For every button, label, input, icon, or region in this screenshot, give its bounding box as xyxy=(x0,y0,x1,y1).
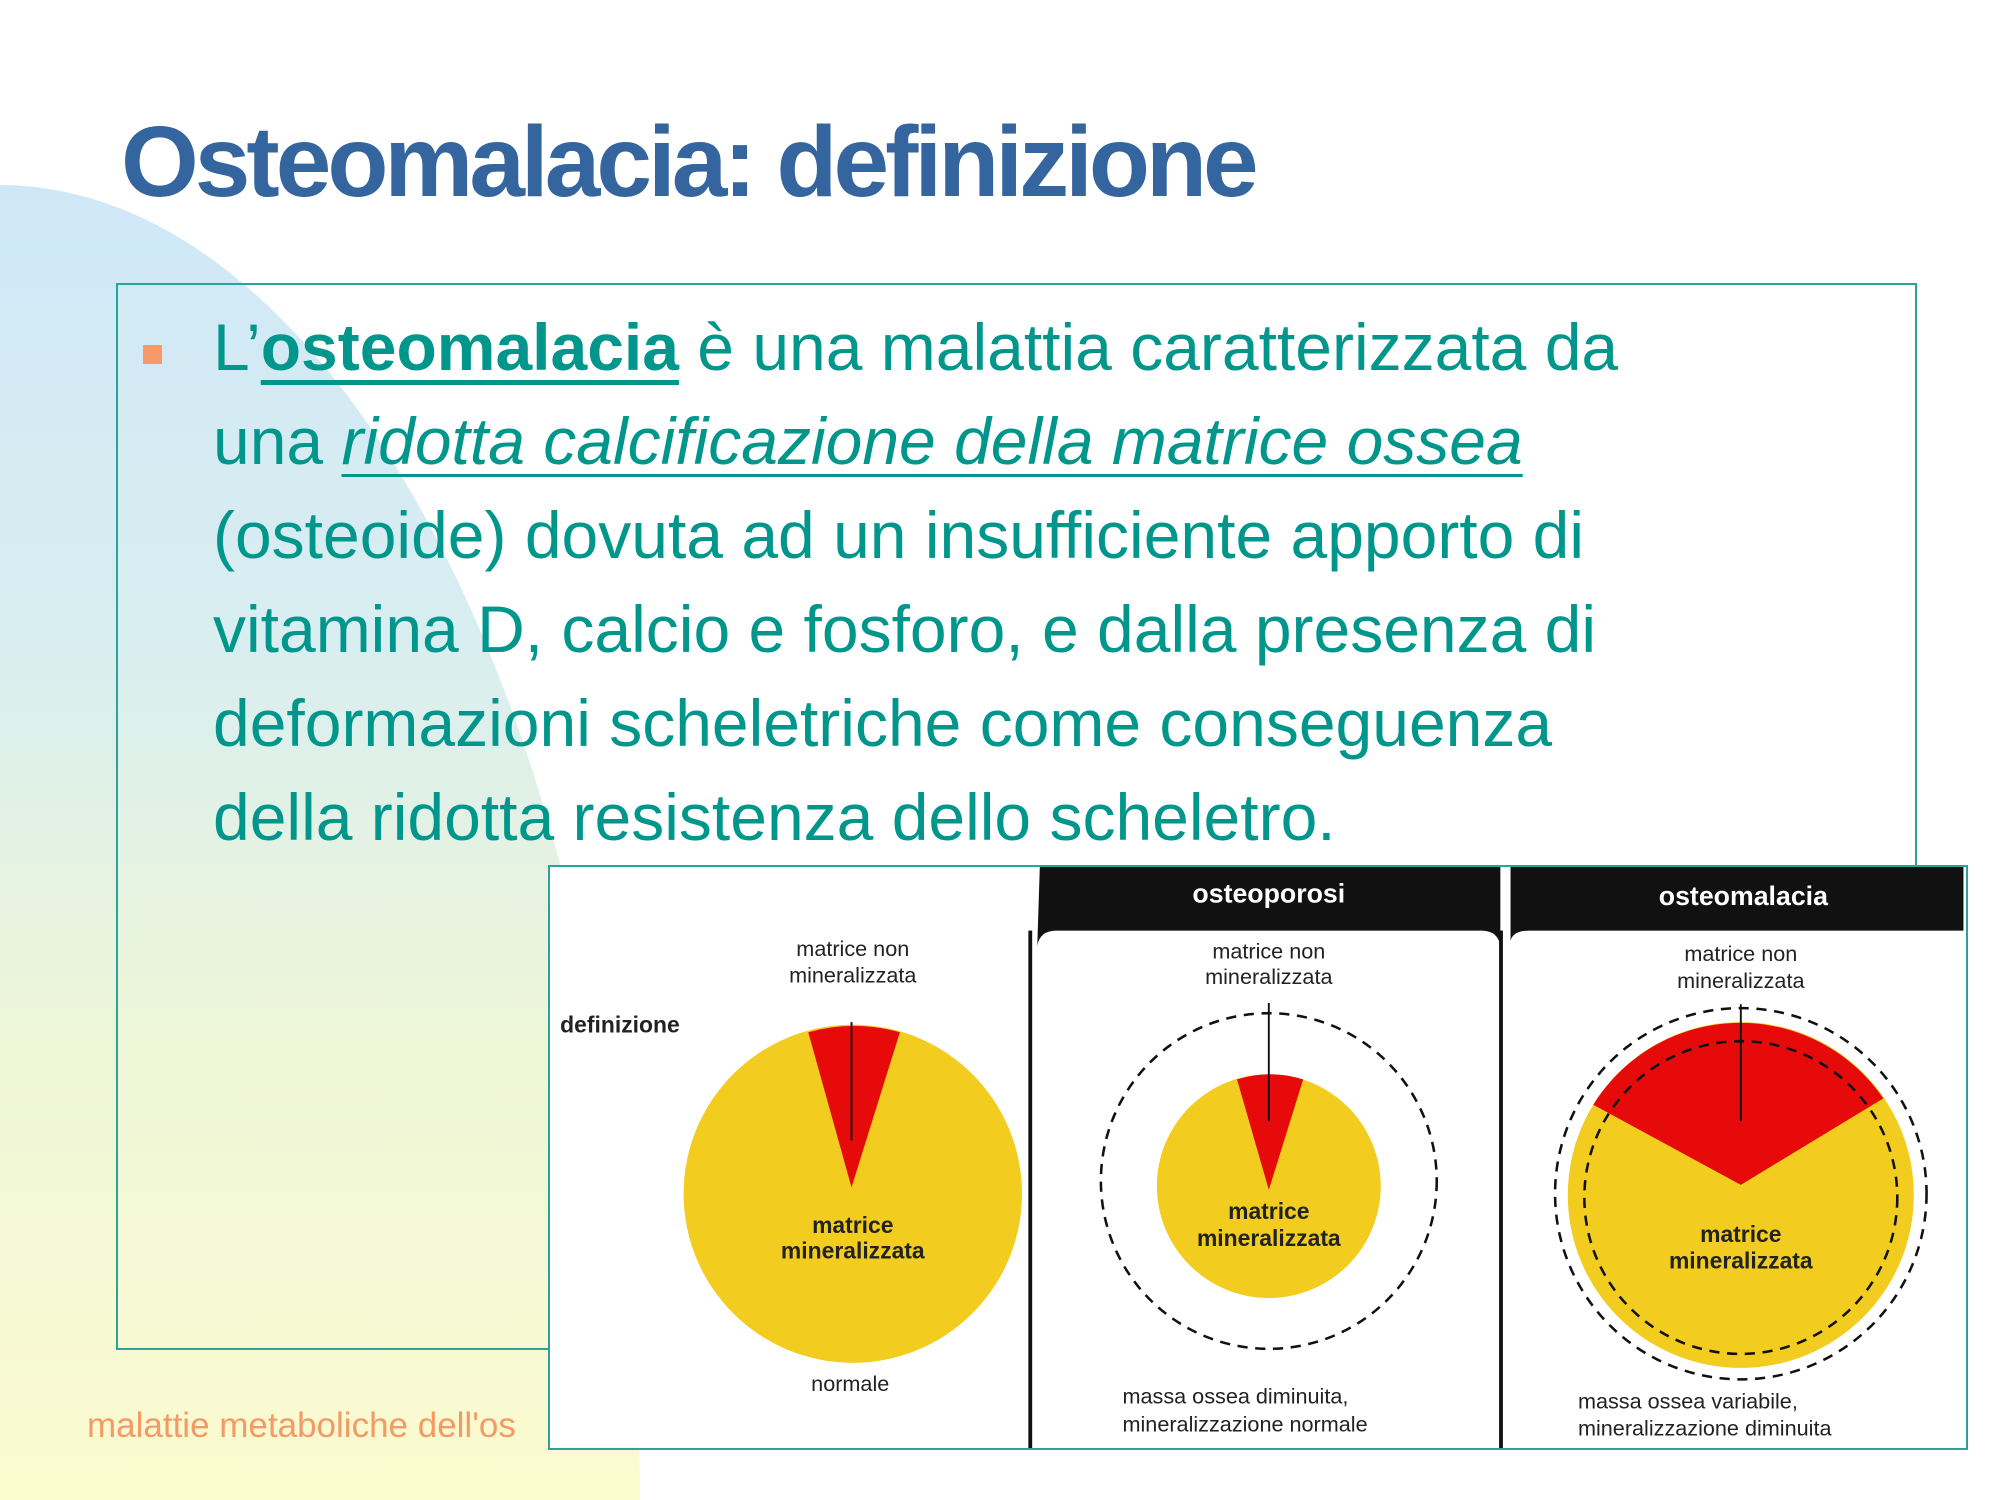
mineralized-matrix-disc xyxy=(683,1024,1022,1363)
caption: massa ossea diminuita, xyxy=(1123,1384,1349,1409)
top-label: mineralizzata xyxy=(1205,964,1333,989)
emphasis-phrase: ridotta calcificazione della matrice oss… xyxy=(341,404,1523,478)
text-run: è una malattia caratterizzata da xyxy=(678,310,1619,384)
caption: massa ossea variabile, xyxy=(1578,1389,1798,1414)
caption: normale xyxy=(811,1371,889,1396)
header-bar-osteomalacia xyxy=(1510,867,1964,941)
center-label: matrice xyxy=(812,1212,893,1238)
unmineralized-sector xyxy=(1593,1022,1884,1185)
top-label: mineralizzata xyxy=(789,963,917,988)
header-bar-osteoporosi xyxy=(1037,867,1501,946)
text-line: una ridotta calcificazione della matrice… xyxy=(213,394,1903,488)
text-line: L’osteomalacia è una malattia caratteriz… xyxy=(213,300,1903,394)
definition-text: L’osteomalacia è una malattia caratteriz… xyxy=(213,300,1903,864)
top-label: matrice non xyxy=(796,936,909,961)
row-label-definizione: definizione xyxy=(560,1011,680,1037)
keyword-osteomalacia: osteomalacia xyxy=(260,310,679,384)
panel-divider xyxy=(1028,930,1033,1448)
top-label: matrice non xyxy=(1212,939,1325,964)
center-label: matrice xyxy=(1700,1221,1781,1247)
figure-svg: osteoporosi osteomalacia definizione mat… xyxy=(560,867,1964,1448)
footer-text: malattie metaboliche dell'os xyxy=(87,1406,516,1445)
center-label: mineralizzata xyxy=(1197,1225,1341,1251)
panel-divider xyxy=(1499,930,1503,1448)
top-label: matrice non xyxy=(1684,941,1797,966)
text-line: vitamina D, calcio e fosforo, e dalla pr… xyxy=(213,592,1597,666)
header-osteoporosi: osteoporosi xyxy=(1192,879,1345,909)
center-label: matrice xyxy=(1228,1198,1309,1224)
text-line: (osteoide) dovuta ad un insufficiente ap… xyxy=(213,498,1585,572)
text-run: L’ xyxy=(213,310,261,384)
text-line: della ridotta resistenza dello scheletro… xyxy=(213,780,1336,854)
unmineralized-wedge xyxy=(808,1025,900,1188)
center-label: mineralizzata xyxy=(1669,1248,1813,1274)
caption: mineralizzazione diminuita xyxy=(1578,1415,1832,1440)
top-label: mineralizzata xyxy=(1677,968,1805,993)
center-label: mineralizzata xyxy=(781,1238,925,1264)
bullet-square-icon xyxy=(143,345,162,364)
comparison-figure: osteoporosi osteomalacia definizione mat… xyxy=(548,865,1968,1450)
slide-title: Osteomalacia: definizione xyxy=(121,106,1259,218)
text-run: una xyxy=(213,404,342,478)
text-line: deformazioni scheletriche come conseguen… xyxy=(213,686,1553,760)
unmineralized-wedge xyxy=(1237,1074,1304,1190)
header-osteomalacia: osteomalacia xyxy=(1659,881,1829,911)
caption: mineralizzazione normale xyxy=(1123,1411,1368,1436)
